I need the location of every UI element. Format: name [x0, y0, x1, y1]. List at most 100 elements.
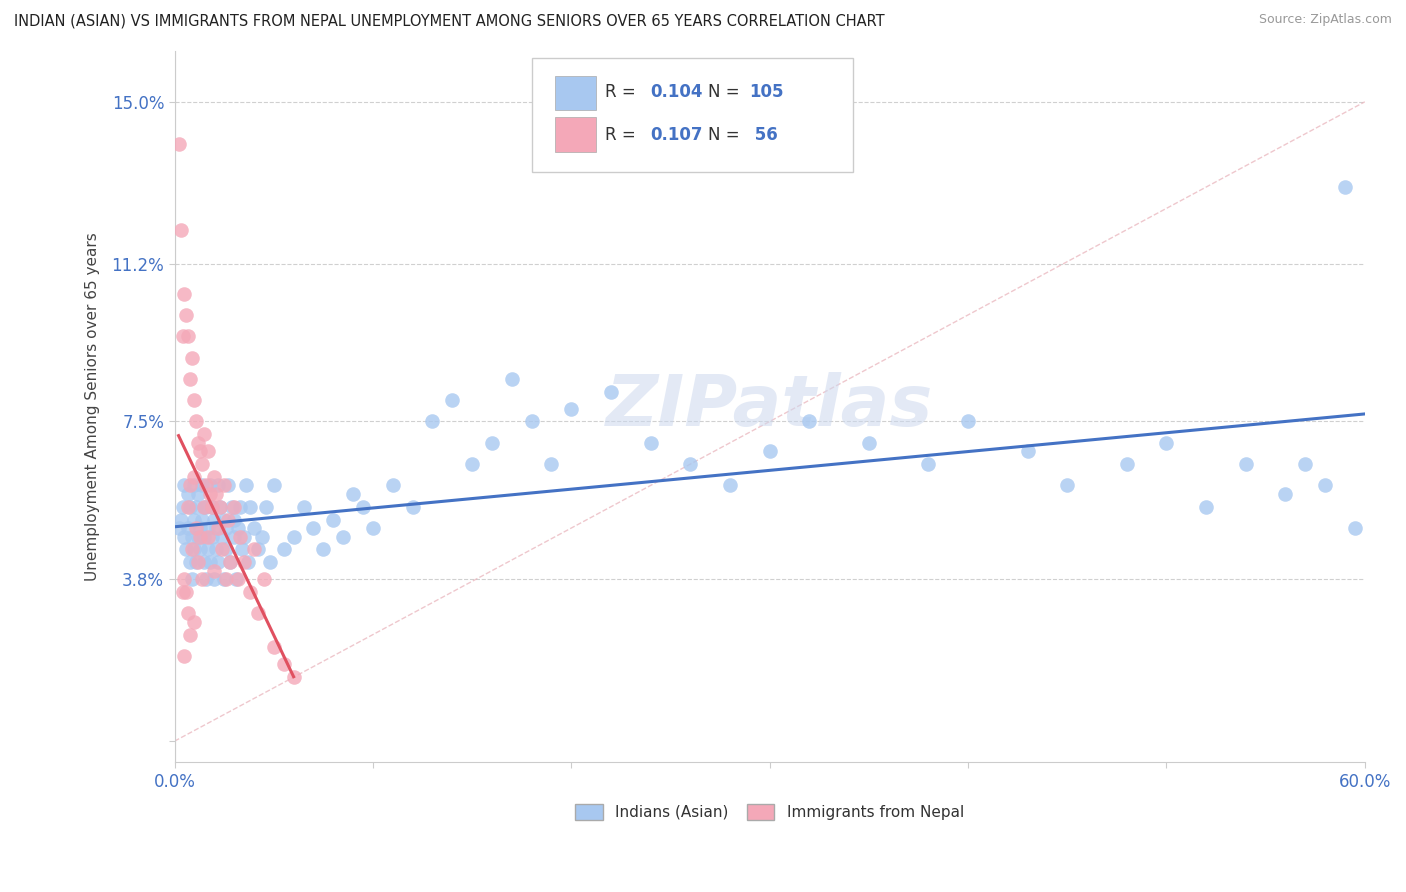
Point	[186, 500, 208, 514]
Point	[799, 415, 821, 429]
FancyBboxPatch shape	[555, 117, 596, 152]
Point	[401, 500, 423, 514]
Point	[215, 521, 238, 535]
Point	[441, 393, 464, 408]
Text: N =: N =	[707, 83, 745, 101]
Text: 0.104: 0.104	[651, 83, 703, 101]
Point	[1195, 500, 1218, 514]
Point	[187, 435, 209, 450]
Text: N =: N =	[707, 126, 745, 144]
Point	[1017, 444, 1039, 458]
Point	[292, 500, 315, 514]
Point	[205, 542, 228, 557]
Point	[179, 478, 201, 492]
Point	[1115, 457, 1137, 471]
Point	[263, 640, 285, 655]
Point	[193, 427, 215, 442]
Point	[197, 521, 219, 535]
Point	[201, 530, 224, 544]
Point	[179, 372, 201, 386]
Point	[172, 500, 194, 514]
Point	[640, 435, 662, 450]
Point	[173, 648, 195, 663]
Point	[222, 530, 245, 544]
Point	[235, 478, 257, 492]
Point	[183, 615, 205, 629]
Point	[186, 521, 208, 535]
Point	[197, 542, 219, 557]
Point	[259, 555, 281, 569]
Point	[229, 530, 252, 544]
Point	[197, 444, 219, 458]
Point	[917, 457, 939, 471]
Point	[1056, 478, 1078, 492]
Point	[183, 393, 205, 408]
Point	[239, 585, 262, 599]
Point	[226, 521, 249, 535]
Text: R =: R =	[606, 83, 641, 101]
Text: 105: 105	[749, 83, 785, 101]
Point	[283, 670, 305, 684]
Point	[211, 530, 233, 544]
FancyBboxPatch shape	[531, 58, 853, 171]
Point	[190, 521, 212, 535]
Point	[193, 530, 215, 544]
Point	[263, 478, 285, 492]
Point	[176, 542, 198, 557]
Point	[1313, 478, 1336, 492]
Point	[179, 555, 201, 569]
Point	[215, 542, 238, 557]
Point	[191, 572, 214, 586]
Point	[1294, 457, 1316, 471]
Point	[560, 401, 582, 416]
Text: ZIPatlas: ZIPatlas	[606, 372, 934, 441]
Point	[312, 542, 335, 557]
Point	[212, 572, 235, 586]
Point	[191, 512, 214, 526]
Point	[226, 572, 249, 586]
Point	[190, 542, 212, 557]
Point	[217, 478, 239, 492]
Point	[200, 487, 222, 501]
Text: R =: R =	[606, 126, 641, 144]
Point	[957, 415, 980, 429]
Point	[200, 478, 222, 492]
Point	[207, 521, 229, 535]
Point	[183, 470, 205, 484]
Point	[501, 372, 523, 386]
Point	[273, 542, 295, 557]
Point	[481, 435, 503, 450]
Point	[352, 500, 374, 514]
Point	[177, 329, 200, 343]
Point	[167, 521, 190, 535]
Point	[212, 512, 235, 526]
Point	[202, 470, 225, 484]
Point	[191, 457, 214, 471]
Point	[233, 555, 256, 569]
FancyBboxPatch shape	[555, 76, 596, 111]
Point	[181, 542, 204, 557]
Point	[718, 478, 741, 492]
Point	[193, 500, 215, 514]
Point	[187, 487, 209, 501]
Point	[177, 500, 200, 514]
Point	[195, 572, 218, 586]
Point	[195, 500, 218, 514]
Point	[202, 572, 225, 586]
Point	[193, 500, 215, 514]
Point	[236, 555, 259, 569]
Point	[239, 500, 262, 514]
Point	[222, 500, 245, 514]
Point	[172, 329, 194, 343]
Point	[207, 555, 229, 569]
Point	[225, 572, 247, 586]
Point	[193, 555, 215, 569]
Point	[322, 512, 344, 526]
Point	[176, 308, 198, 322]
Point	[520, 415, 543, 429]
Point	[172, 585, 194, 599]
Point	[167, 137, 190, 152]
Point	[219, 555, 242, 569]
Point	[246, 607, 269, 621]
Point	[201, 500, 224, 514]
